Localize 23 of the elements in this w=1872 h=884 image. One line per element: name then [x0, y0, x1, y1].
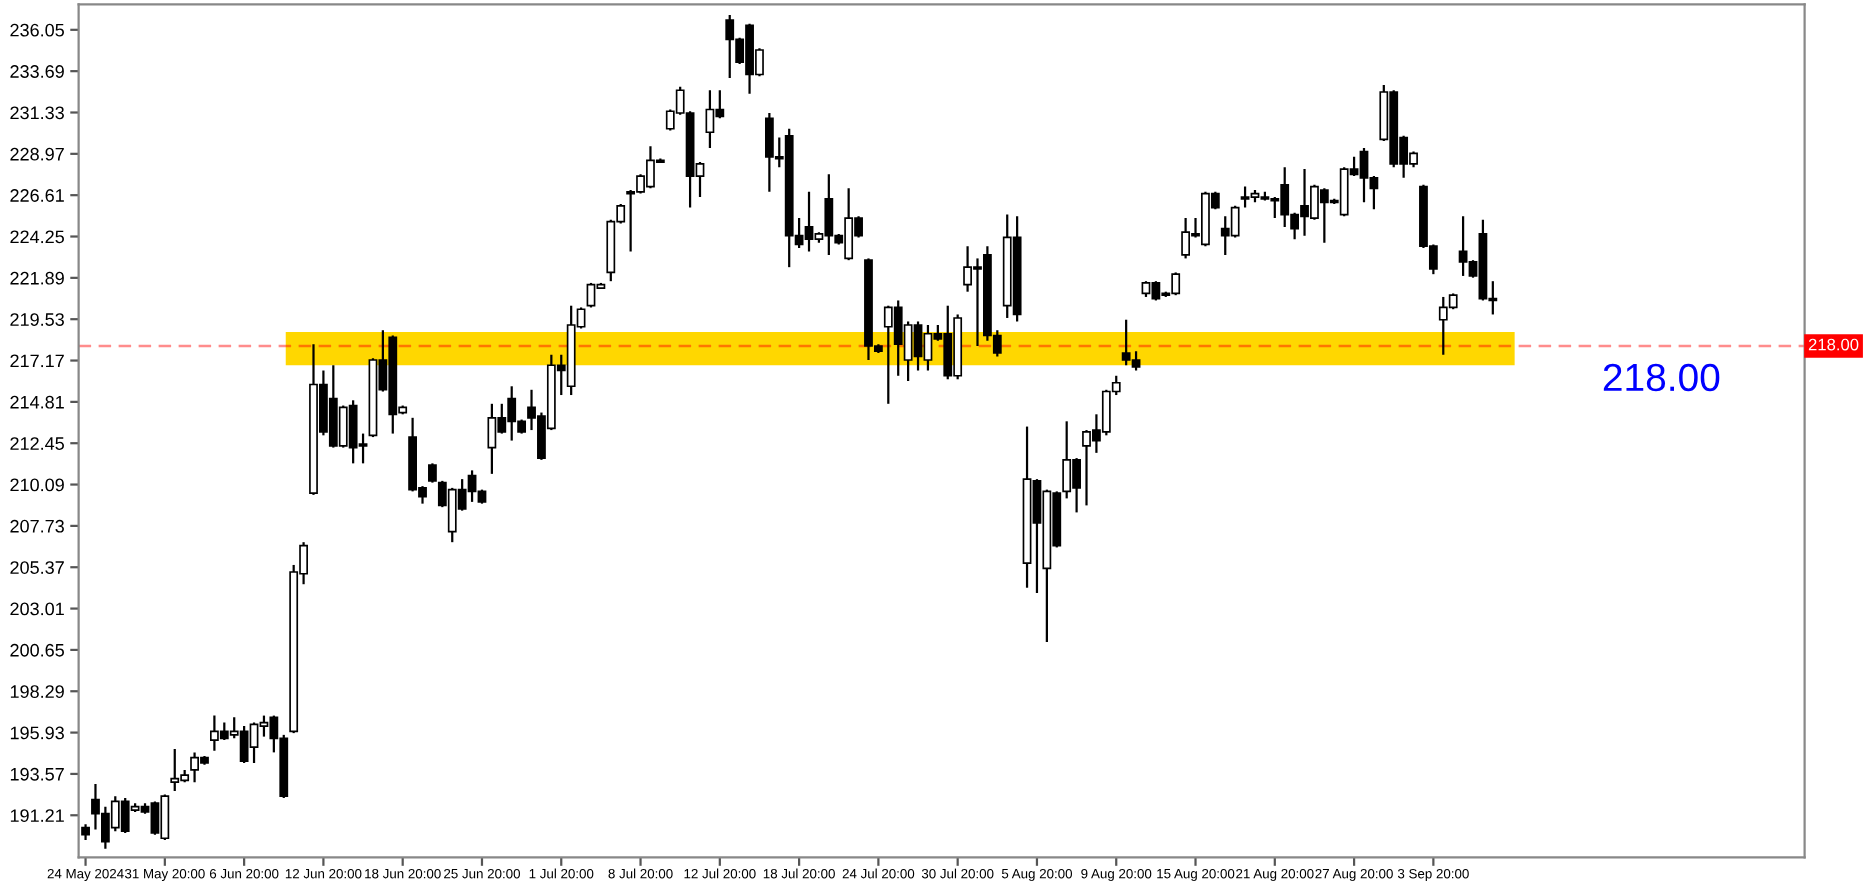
y-tick-label: 224.25: [10, 230, 64, 244]
y-tick-label: 198.29: [10, 685, 64, 698]
ref-line-label: 218.00: [1808, 338, 1859, 351]
y-tick-label: 233.69: [10, 65, 64, 78]
y-tick-label: 221.89: [10, 271, 64, 285]
y-tick-label: 191.21: [10, 809, 64, 822]
y-tick-label: 207.73: [10, 519, 64, 533]
y-tick-label: 205.37: [10, 561, 64, 574]
candlestick: [428, 462, 437, 484]
y-tick-label: 210.09: [10, 478, 64, 492]
y-tick-label: 195.93: [10, 726, 64, 740]
y-tick-label: 193.57: [10, 767, 64, 781]
y-tick-label: 203.01: [10, 602, 64, 616]
y-tick-label: 219.53: [10, 313, 64, 326]
y-tick-label: 236.05: [10, 23, 64, 37]
y-tick-label: 226.61: [10, 189, 64, 202]
y-tick-label: 214.81: [10, 395, 64, 409]
y-tick-label: 200.65: [10, 643, 64, 657]
y-tick-label: 228.97: [10, 147, 64, 161]
text: 218.00: [1603, 363, 1720, 392]
y-tick-label: 212.45: [10, 437, 64, 450]
y-tick-label: 217.17: [10, 354, 64, 368]
y-tick-label: 231.33: [10, 106, 64, 120]
